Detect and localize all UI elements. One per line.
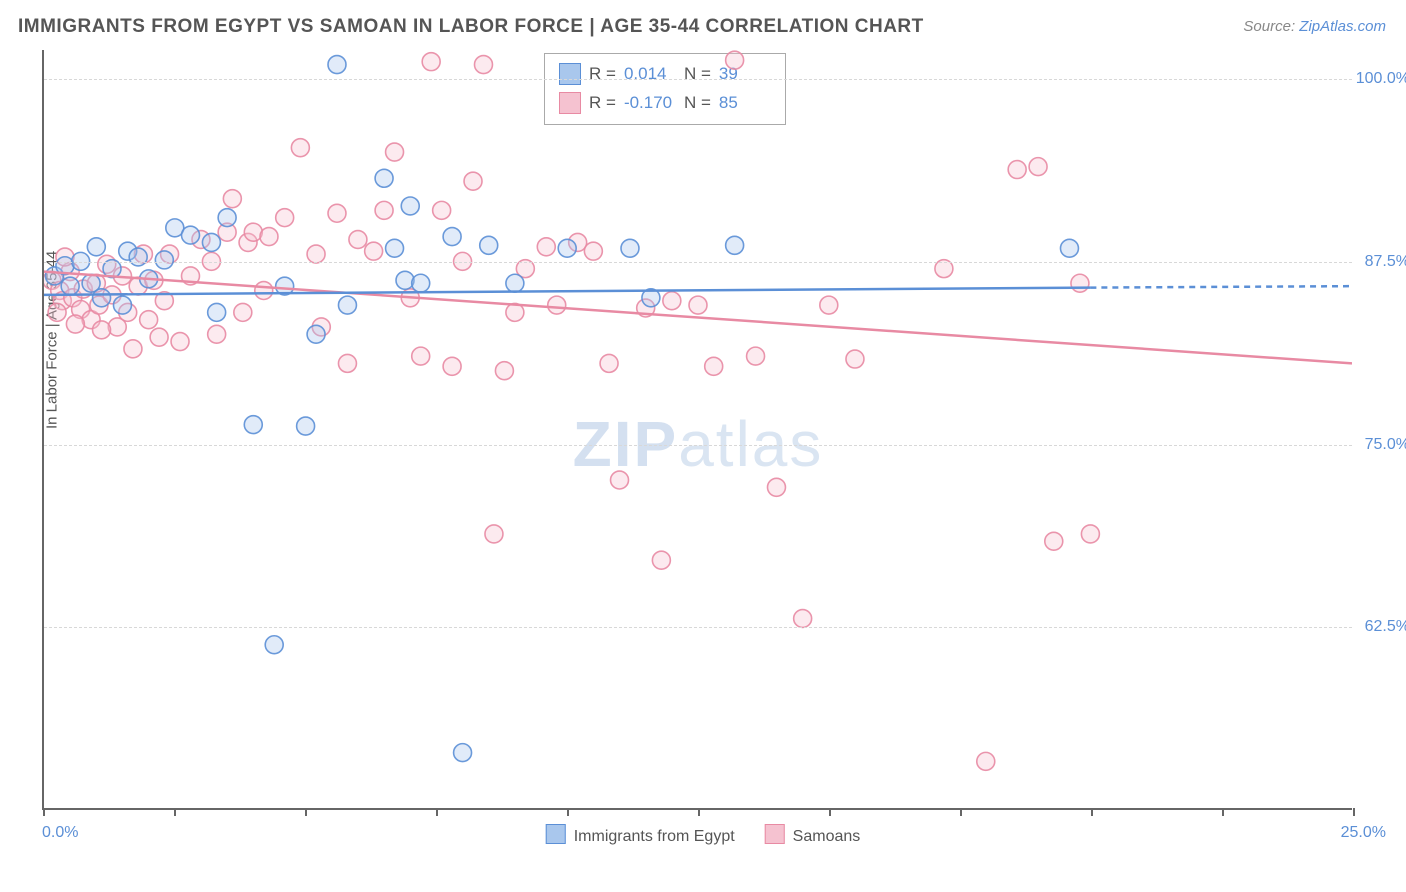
y-tick-label: 100.0% — [1356, 70, 1406, 88]
legend-stats-row-samoans: R = -0.170 N = 85 — [559, 89, 771, 118]
y-tick-label: 75.0% — [1365, 436, 1406, 454]
legend-stats-box: R = 0.014 N = 39 R = -0.170 N = 85 — [544, 53, 786, 125]
r-label: R = — [589, 60, 616, 89]
legend-swatch-samoans — [559, 92, 581, 114]
x-tick — [436, 808, 438, 816]
gridline — [44, 262, 1352, 263]
legend-swatch-egypt-icon — [546, 824, 566, 844]
x-tick — [305, 808, 307, 816]
chart-svg-layer — [44, 50, 1352, 808]
source-link[interactable]: ZipAtlas.com — [1299, 18, 1386, 35]
x-tick — [1091, 808, 1093, 816]
n-label: N = — [684, 89, 711, 118]
n-label: N = — [684, 60, 711, 89]
x-tick — [1222, 808, 1224, 816]
legend-stats-row-egypt: R = 0.014 N = 39 — [559, 60, 771, 89]
chart-container: IMMIGRANTS FROM EGYPT VS SAMOAN IN LABOR… — [0, 0, 1406, 892]
x-axis-min-label: 0.0% — [42, 824, 78, 842]
x-tick — [43, 808, 45, 816]
legend-label-egypt: Immigrants from Egypt — [574, 828, 735, 845]
x-axis-max-label: 25.0% — [1341, 824, 1386, 842]
x-tick — [829, 808, 831, 816]
legend-item-samoans: Samoans — [765, 824, 861, 846]
chart-title: IMMIGRANTS FROM EGYPT VS SAMOAN IN LABOR… — [18, 16, 924, 38]
x-tick — [567, 808, 569, 816]
gridline — [44, 445, 1352, 446]
legend-swatch-samoans-icon — [765, 824, 785, 844]
source-prefix: Source: — [1243, 18, 1299, 35]
r-value-samoans: -0.170 — [624, 89, 676, 118]
x-tick — [960, 808, 962, 816]
y-tick-label: 87.5% — [1365, 253, 1406, 271]
r-value-egypt: 0.014 — [624, 60, 676, 89]
x-tick — [1353, 808, 1355, 816]
r-label: R = — [589, 89, 616, 118]
legend-item-egypt: Immigrants from Egypt — [546, 824, 735, 846]
n-value-samoans: 85 — [719, 89, 771, 118]
legend-label-samoans: Samoans — [793, 828, 861, 845]
gridline — [44, 627, 1352, 628]
x-tick — [174, 808, 176, 816]
plot-area: In Labor Force | Age 35-44 ZIPatlas R = … — [42, 50, 1352, 810]
x-tick — [698, 808, 700, 816]
y-axis-label: In Labor Force | Age 35-44 — [44, 251, 61, 429]
legend-bottom: Immigrants from Egypt Samoans — [546, 824, 861, 846]
y-tick-label: 62.5% — [1365, 618, 1406, 636]
gridline — [44, 79, 1352, 80]
n-value-egypt: 39 — [719, 60, 771, 89]
legend-swatch-egypt — [559, 63, 581, 85]
source-line: Source: ZipAtlas.com — [1243, 18, 1386, 35]
